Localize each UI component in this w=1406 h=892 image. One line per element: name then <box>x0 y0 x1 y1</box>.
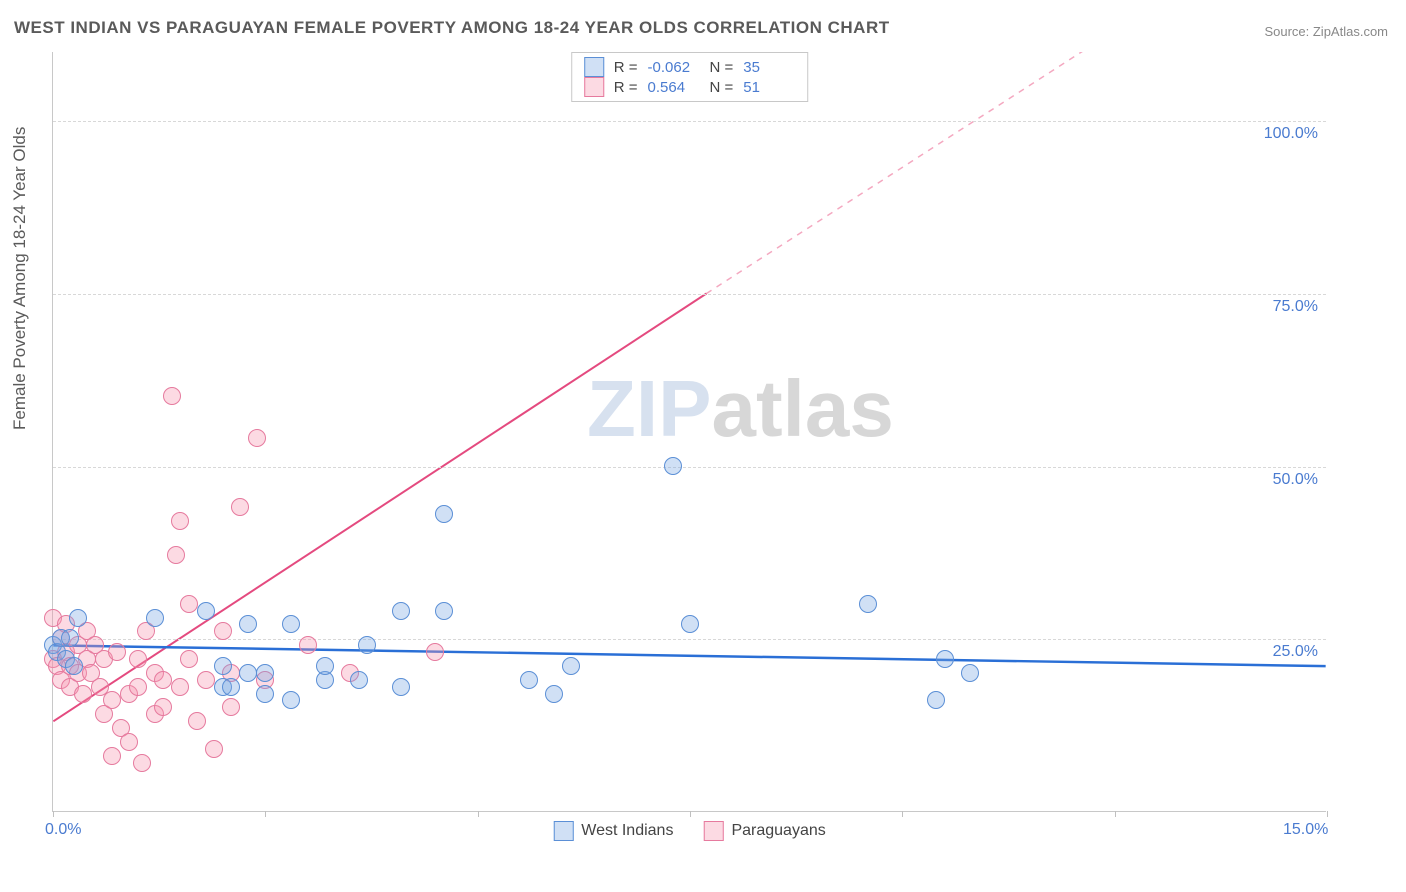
grid-line <box>53 294 1326 295</box>
data-point <box>74 685 92 703</box>
legend-item: West Indians <box>553 821 673 841</box>
data-point <box>282 615 300 633</box>
data-point <box>120 733 138 751</box>
data-point <box>61 629 79 647</box>
data-point <box>188 712 206 730</box>
grid-line <box>53 467 1326 468</box>
data-point <box>681 615 699 633</box>
chart-title: WEST INDIAN VS PARAGUAYAN FEMALE POVERTY… <box>14 18 890 38</box>
data-point <box>222 698 240 716</box>
trend-lines <box>53 52 1326 811</box>
data-point <box>197 671 215 689</box>
grid-line <box>53 121 1326 122</box>
r-label: R = <box>614 79 638 96</box>
data-point <box>171 512 189 530</box>
data-point <box>435 602 453 620</box>
data-point <box>171 678 189 696</box>
data-point <box>129 678 147 696</box>
x-tick-mark <box>1327 811 1328 817</box>
legend-item: Paraguayans <box>703 821 825 841</box>
legend-swatch <box>703 821 723 841</box>
x-tick-label: 15.0% <box>1283 821 1328 839</box>
r-value: 0.564 <box>648 79 700 96</box>
legend-swatch <box>584 57 604 77</box>
y-tick-label: 100.0% <box>1264 125 1318 143</box>
watermark-atlas: atlas <box>711 364 893 453</box>
data-point <box>350 671 368 689</box>
r-value: -0.062 <box>648 59 700 76</box>
data-point <box>426 643 444 661</box>
n-value: 51 <box>743 79 795 96</box>
data-point <box>108 643 126 661</box>
data-point <box>146 609 164 627</box>
legend-swatch <box>584 77 604 97</box>
data-point <box>65 657 83 675</box>
data-point <box>239 664 257 682</box>
x-tick-mark <box>265 811 266 817</box>
legend-label: Paraguayans <box>731 822 825 840</box>
x-tick-mark <box>53 811 54 817</box>
stats-legend: R = -0.062 N = 35 R = 0.564 N = 51 <box>571 52 809 102</box>
data-point <box>562 657 580 675</box>
data-point <box>197 602 215 620</box>
data-point <box>248 429 266 447</box>
watermark-zip: ZIP <box>587 364 711 453</box>
data-point <box>231 498 249 516</box>
y-tick-label: 25.0% <box>1273 643 1318 661</box>
n-value: 35 <box>743 59 795 76</box>
data-point <box>180 650 198 668</box>
y-tick-label: 75.0% <box>1273 298 1318 316</box>
data-point <box>316 657 334 675</box>
data-point <box>163 387 181 405</box>
legend-swatch <box>553 821 573 841</box>
data-point <box>69 609 87 627</box>
data-point <box>392 602 410 620</box>
data-point <box>129 650 147 668</box>
x-tick-mark <box>1115 811 1116 817</box>
data-point <box>154 698 172 716</box>
chart-plot-area: ZIPatlas R =-0.062N =35R =0.564N =51 Wes… <box>52 52 1326 812</box>
x-tick-mark <box>902 811 903 817</box>
data-point <box>961 664 979 682</box>
data-point <box>256 664 274 682</box>
data-point <box>133 754 151 772</box>
n-label: N = <box>710 79 734 96</box>
data-point <box>103 747 121 765</box>
data-point <box>435 505 453 523</box>
legend-label: West Indians <box>581 822 673 840</box>
data-point <box>205 740 223 758</box>
data-point <box>358 636 376 654</box>
data-point <box>103 691 121 709</box>
data-point <box>214 657 232 675</box>
data-point <box>392 678 410 696</box>
data-point <box>664 457 682 475</box>
data-point <box>214 622 232 640</box>
n-label: N = <box>710 59 734 76</box>
data-point <box>222 678 240 696</box>
stats-legend-row: R = 0.564 N = 51 <box>584 77 796 97</box>
data-point <box>180 595 198 613</box>
stats-legend-row: R = -0.062 N = 35 <box>584 57 796 77</box>
source-label: Source: ZipAtlas.com <box>1264 24 1388 39</box>
data-point <box>299 636 317 654</box>
r-label: R = <box>614 59 638 76</box>
data-point <box>927 691 945 709</box>
data-point <box>520 671 538 689</box>
data-point <box>239 615 257 633</box>
data-point <box>859 595 877 613</box>
y-tick-label: 50.0% <box>1273 471 1318 489</box>
x-tick-label: 0.0% <box>45 821 81 839</box>
data-point <box>167 546 185 564</box>
watermark: ZIPatlas <box>587 363 894 455</box>
data-point <box>154 671 172 689</box>
grid-line <box>53 639 1326 640</box>
data-point <box>545 685 563 703</box>
x-tick-mark <box>690 811 691 817</box>
y-axis-label: Female Poverty Among 18-24 Year Olds <box>10 127 30 430</box>
data-point <box>936 650 954 668</box>
data-point <box>256 685 274 703</box>
data-point <box>282 691 300 709</box>
bottom-legend: West Indians Paraguayans <box>553 821 826 841</box>
x-tick-mark <box>478 811 479 817</box>
